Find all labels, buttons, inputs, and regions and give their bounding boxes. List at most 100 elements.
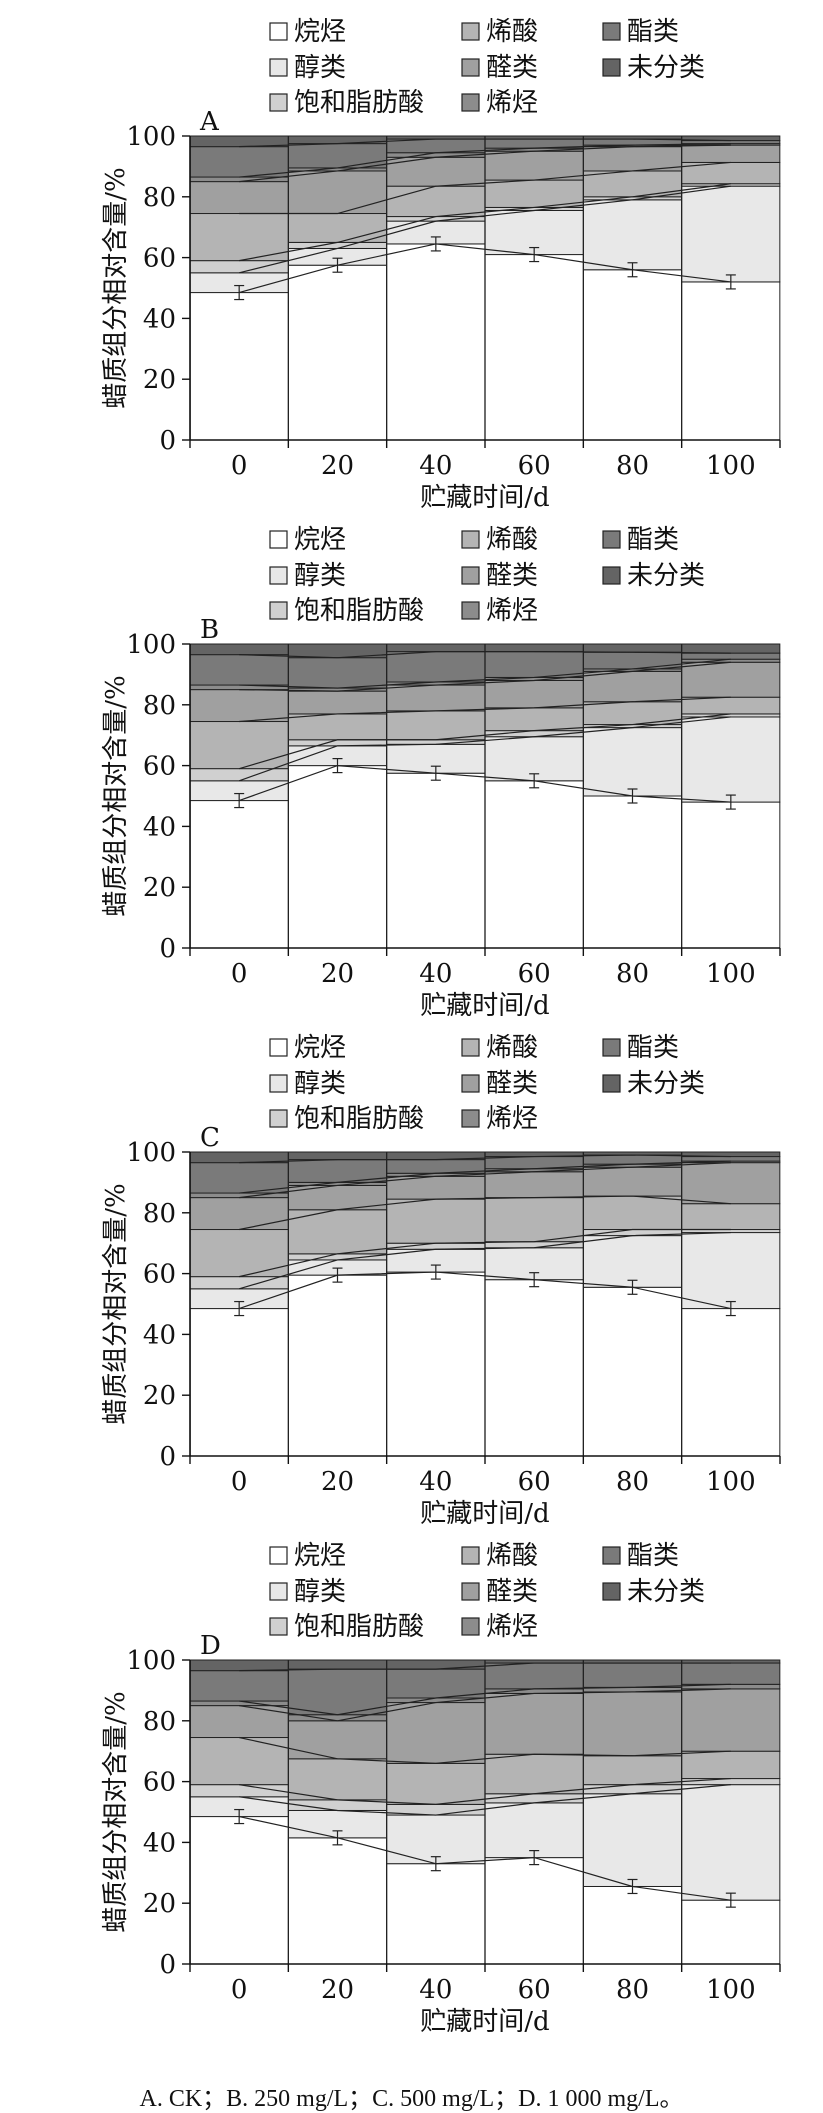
bar-segment [288, 1758, 387, 1801]
bar-segment [288, 1720, 387, 1760]
bar-segment [681, 144, 781, 163]
legend-item: 烯酸 [461, 1541, 538, 1571]
x-tick-label: 20 [321, 1467, 354, 1497]
x-tick-label: 60 [518, 1975, 551, 2005]
y-tick-label: 80 [143, 183, 176, 213]
legend-swatch [269, 566, 288, 585]
bar-segment [484, 179, 584, 208]
legend-swatch [602, 1546, 621, 1565]
bar-segment [386, 643, 486, 653]
bar-segment [583, 670, 682, 703]
legend-label: 饱和脂肪酸 [294, 1612, 424, 1642]
bar-segment [681, 1688, 781, 1752]
bar-segment [484, 1802, 584, 1859]
legend-item: 饱和脂肪酸 [269, 88, 424, 118]
y-tick-label: 60 [143, 1768, 176, 1798]
legend-label: 醛类 [486, 1069, 538, 1099]
y-tick-label: 100 [126, 122, 176, 152]
legend-label: 醇类 [294, 53, 346, 83]
legend-label: 烯酸 [486, 17, 538, 47]
boundary-line [239, 1228, 731, 1278]
y-tick-label: 100 [126, 1138, 176, 1168]
boundary-line [238, 1271, 731, 1310]
x-tick-label: 0 [231, 1467, 248, 1497]
legend-label: 烯烃 [486, 1104, 538, 1134]
x-tick-label: 100 [706, 1467, 756, 1497]
bar-segment [681, 1784, 781, 1901]
bar-segment [288, 765, 387, 949]
x-axis-label: 贮藏时间/d [420, 2007, 549, 2032]
x-tick-label: 80 [616, 959, 649, 989]
bar-segment [386, 1668, 486, 1699]
legend-swatch [269, 530, 288, 549]
bar-segment [681, 281, 781, 441]
legend-label: 烷烃 [294, 17, 346, 47]
x-tick-label: 100 [706, 959, 756, 989]
legend-item: 烯烃 [461, 1612, 538, 1642]
legend-swatch [602, 1582, 621, 1601]
bar-segment [484, 150, 584, 181]
legend-swatch [269, 1582, 288, 1601]
bar-segment [583, 1662, 682, 1688]
panel-label: C [200, 1123, 220, 1153]
legend-label: 未分类 [627, 1069, 705, 1099]
legend-swatch [602, 58, 621, 77]
legend-swatch [269, 601, 288, 620]
legend-item: 酯类 [602, 1541, 679, 1571]
bar-segment [681, 1203, 781, 1231]
legend-item: 烯酸 [461, 525, 538, 555]
bar-segment [386, 684, 486, 712]
bar-segment [681, 652, 781, 660]
bar-segment [189, 1229, 289, 1278]
y-tick-label: 20 [143, 1889, 176, 1919]
boundary-line [239, 1736, 731, 1764]
bar-segment [583, 1784, 682, 1795]
legend-swatch [269, 1038, 288, 1057]
legend-label: 酯类 [627, 1033, 679, 1063]
legend-swatch [461, 1074, 480, 1093]
bar-segment [484, 707, 584, 732]
legend-item: 饱和脂肪酸 [269, 596, 424, 626]
boundary-line [239, 1160, 731, 1194]
x-tick-label: 80 [616, 1975, 649, 2005]
x-tick-label: 100 [706, 451, 756, 481]
legend-item: 酯类 [602, 525, 679, 555]
bar-segment [386, 1271, 486, 1457]
bar-segment [189, 768, 289, 782]
legend-label: 烯酸 [486, 1541, 538, 1571]
legend-swatch [461, 530, 480, 549]
y-tick-label: 0 [159, 1442, 176, 1472]
figure-caption: A. CK；B. 250 mg/L；C. 500 mg/L；D. 1 000 m… [139, 2086, 684, 2112]
legend-item: 饱和脂肪酸 [269, 1104, 424, 1134]
legend-swatch [461, 1109, 480, 1128]
bar-segment [681, 696, 781, 715]
bar-segment [189, 1308, 289, 1457]
bar-segment [386, 1659, 486, 1670]
legend-swatch [269, 58, 288, 77]
y-tick-label: 0 [159, 426, 176, 456]
y-axis-label: 蜡质组分相对含量/% [101, 1691, 131, 1932]
x-tick-label: 80 [616, 451, 649, 481]
legend-swatch [461, 1617, 480, 1636]
boundary-line [239, 185, 731, 274]
legend-swatch [269, 1109, 288, 1128]
x-tick-label: 100 [706, 1975, 756, 2005]
boundary-line [239, 243, 731, 294]
bar-segment [288, 657, 387, 689]
x-tick-label: 0 [231, 959, 248, 989]
bar-segment [484, 1692, 584, 1755]
legend-item: 未分类 [602, 53, 705, 83]
legend-item: 烯酸 [461, 1033, 538, 1063]
legend-item: 烯酸 [461, 17, 538, 47]
bar-segment [288, 170, 387, 215]
bar-segment [386, 243, 486, 441]
y-tick-label: 80 [143, 1199, 176, 1229]
boundary-line [239, 1162, 731, 1199]
legend-item: 醇类 [269, 1069, 346, 1099]
legend-item: 醛类 [461, 1577, 538, 1607]
bar-segment [681, 1232, 781, 1310]
legend-swatch [461, 58, 480, 77]
bar-segment [189, 800, 289, 949]
legend-swatch [461, 566, 480, 585]
x-tick-label: 0 [231, 451, 248, 481]
